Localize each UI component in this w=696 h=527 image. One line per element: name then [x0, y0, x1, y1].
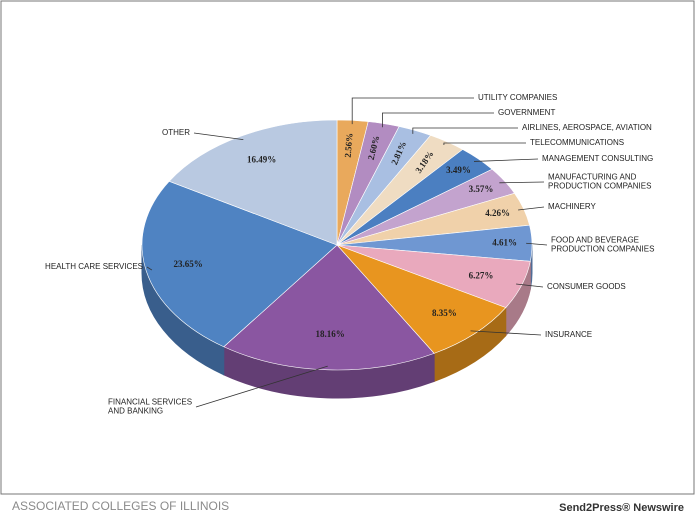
leader-line — [470, 330, 542, 336]
footer-right: Send2Press® Newswire — [559, 502, 684, 514]
leader-line — [443, 142, 526, 145]
leader-line — [518, 206, 545, 211]
value-label: 4.61% — [492, 238, 517, 248]
slice — [336, 244, 507, 354]
leader-line — [526, 242, 548, 246]
leader-line — [516, 283, 544, 288]
footer-left: ASSOCIATED COLLEGES OF ILLINOIS — [12, 499, 229, 513]
category-label: FOOD AND BEVERAGE PRODUCTION COMPANIES — [551, 236, 654, 254]
category-label: HEALTH CARE SERVICES — [45, 262, 143, 271]
footer-band — [0, 495, 696, 522]
leader-line — [474, 158, 539, 162]
category-label: CONSUMER GOODS — [547, 282, 626, 291]
value-label: 18.16% — [315, 329, 344, 339]
value-label: 16.49% — [247, 154, 276, 164]
category-label: UTILITY COMPANIES — [478, 93, 557, 102]
category-label: OTHER — [162, 128, 190, 137]
leader-line — [499, 181, 545, 184]
value-label: 2.56% — [343, 133, 355, 158]
leader-line — [412, 127, 518, 134]
value-label: 4.26% — [485, 208, 510, 218]
slice — [223, 244, 435, 371]
value-label: 3.57% — [469, 184, 494, 194]
leader-line — [382, 112, 494, 128]
leader-line — [146, 266, 153, 271]
category-label: MANUFACTURING AND PRODUCTION COMPANIES — [548, 173, 651, 191]
category-label: MACHINERY — [548, 202, 597, 211]
leader-line — [351, 97, 474, 125]
category-label: FINANCIAL SERVICES AND BANKING — [108, 398, 192, 416]
category-label: TELECOMMUNICATIONS — [530, 138, 624, 147]
slice — [141, 180, 338, 348]
category-label: MANAGEMENT CONSULTING — [542, 154, 653, 163]
value-label: 23.65% — [174, 259, 203, 269]
slice — [168, 119, 338, 246]
leader-line — [195, 365, 328, 408]
value-label: 8.35% — [432, 308, 457, 318]
category-label: GOVERNMENT — [498, 108, 555, 117]
category-label: AIRLINES, AEROSPACE, AVIATION — [522, 123, 652, 132]
leader-line — [193, 132, 244, 141]
value-label: 6.27% — [469, 270, 494, 280]
value-label: 3.49% — [446, 165, 471, 175]
category-label: INSURANCE — [545, 330, 592, 339]
